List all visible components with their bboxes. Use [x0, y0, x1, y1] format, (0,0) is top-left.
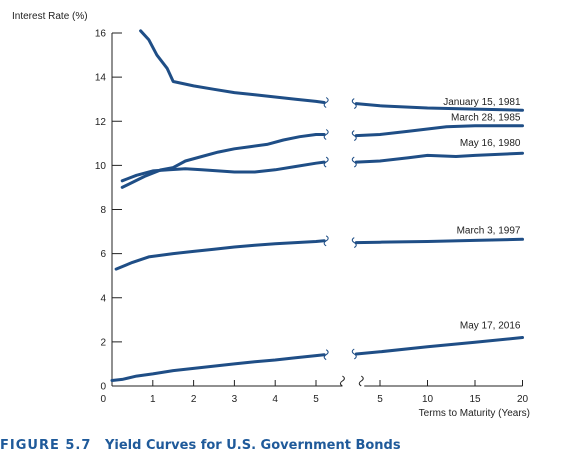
- series-line-segment-left: [139, 29, 326, 104]
- axis-break-right: [358, 375, 364, 387]
- series-line-segment-right: [354, 151, 524, 164]
- series-break-mark: [351, 348, 357, 360]
- series-label: May 16, 1980: [460, 138, 521, 149]
- series-line-segment-left: [120, 160, 326, 183]
- series-layer: [110, 29, 524, 382]
- x-axis-title: Terms to Maturity (Years): [419, 408, 530, 419]
- series-break-mark: [351, 98, 357, 110]
- x-tick-label: 1: [150, 394, 156, 405]
- x-tick-label: 5: [377, 394, 383, 405]
- axis-break-left: [339, 375, 345, 387]
- y-tick-label: 12: [95, 117, 107, 128]
- series-line-segment-right: [354, 336, 524, 356]
- x-tick-label: 20: [517, 394, 529, 405]
- y-tick-label: 16: [95, 29, 107, 40]
- series-break-mark: [323, 129, 329, 140]
- figure-caption: FIGURE 5.7 Yield Curves for U.S. Governm…: [0, 438, 401, 453]
- y-tick-label: 2: [100, 337, 106, 348]
- series-label: March 3, 1997: [457, 225, 521, 236]
- series-break-mark: [351, 130, 357, 142]
- series-line-segment-right: [354, 124, 524, 138]
- x-tick-label: 5: [313, 394, 319, 405]
- series-label: March 28, 1985: [451, 113, 521, 124]
- figure-number: FIGURE 5.7: [0, 438, 92, 453]
- series-line-segment-left: [110, 353, 326, 382]
- series-line-segment-left: [120, 133, 326, 189]
- y-tick-label: 10: [95, 161, 107, 172]
- x-tick-label: 10: [422, 394, 434, 405]
- figure-title: Yield Curves for U.S. Government Bonds: [104, 438, 401, 453]
- series-line-segment-right: [354, 102, 524, 112]
- y-tick-label: 8: [100, 205, 106, 216]
- series-label: May 17, 2016: [460, 320, 521, 331]
- y-tick-label: 4: [100, 293, 106, 304]
- y-tick-label: 14: [95, 73, 107, 84]
- series-break-mark: [323, 349, 329, 361]
- x-tick-label: 2: [191, 394, 197, 405]
- series-break-mark: [323, 97, 329, 108]
- x-tick-label: 0: [100, 394, 106, 405]
- axes-layer: [111, 32, 523, 387]
- series-break-mark: [323, 235, 329, 247]
- series-break-mark: [351, 156, 357, 168]
- x-tick-label: 15: [469, 394, 481, 405]
- y-axis-title: Interest Rate (%): [12, 11, 88, 22]
- series-break-mark: [351, 237, 357, 249]
- series-line-segment-left: [114, 239, 326, 271]
- y-tick-label: 0: [100, 382, 106, 393]
- series-line-segment-right: [354, 237, 524, 245]
- x-tick-label: 4: [272, 394, 278, 405]
- x-tick-label: 3: [232, 394, 238, 405]
- series-label: January 15, 1981: [443, 97, 521, 108]
- y-tick-label: 6: [100, 249, 106, 260]
- series-break-mark: [323, 156, 329, 168]
